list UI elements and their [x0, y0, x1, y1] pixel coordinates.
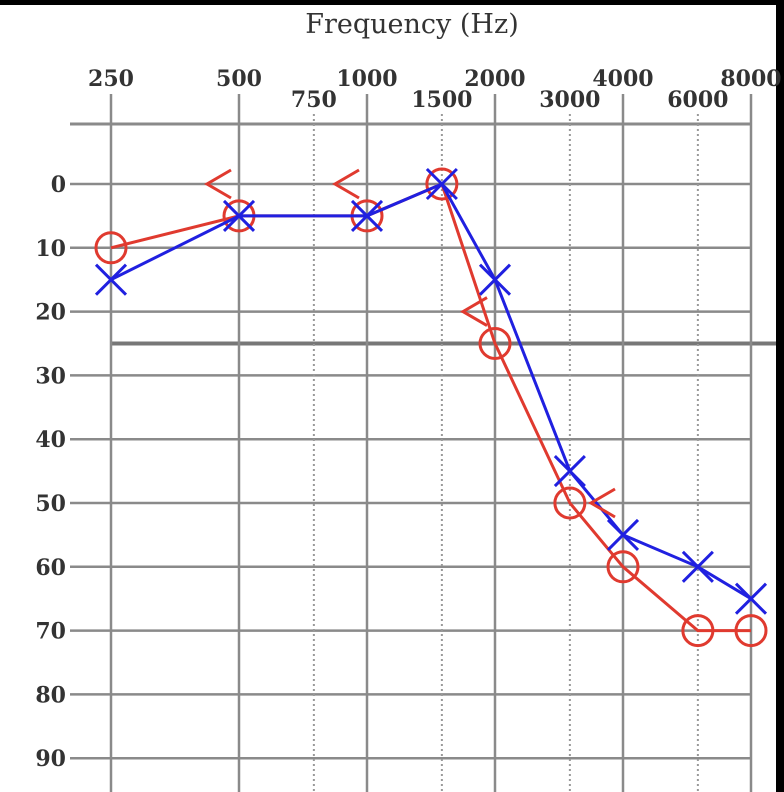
y-tick-label: 70	[35, 619, 66, 645]
data-point-circle	[425, 167, 459, 201]
x-tick-label: 2000	[464, 66, 525, 92]
y-tick-label: 0	[51, 172, 66, 198]
data-point-circle	[681, 614, 715, 648]
x-tick-label: 250	[88, 66, 134, 92]
data-point-circle	[94, 231, 128, 265]
x-tick-label: 500	[216, 66, 262, 92]
y-tick-label: 40	[35, 427, 66, 453]
data-point-bone	[332, 168, 360, 200]
x-tick-label: 3000	[539, 87, 600, 113]
data-point-x	[222, 199, 256, 232]
x-tick-label: 1000	[336, 66, 397, 92]
y-tick-label: 50	[35, 491, 66, 517]
x-tick-label: 8000	[720, 66, 781, 92]
data-point-x	[681, 550, 714, 583]
y-tick-label: 90	[35, 746, 66, 772]
y-tick-label: 20	[35, 300, 66, 326]
data-point-x	[94, 263, 128, 296]
x-tick-label: 4000	[592, 66, 653, 92]
data-point-circle	[734, 614, 768, 648]
data-point-circle	[478, 327, 512, 360]
chart-title: Frequency (Hz)	[305, 9, 518, 40]
data-point-circle	[553, 486, 587, 520]
y-tick-label: 60	[35, 555, 66, 581]
x-tick-label: 750	[291, 87, 337, 113]
x-tick-label: 1500	[411, 87, 472, 113]
data-point-x	[425, 167, 458, 201]
y-tick-label: 80	[35, 682, 66, 708]
data-point-x	[350, 199, 384, 232]
y-tick-label: 10	[35, 236, 66, 262]
data-point-bone	[460, 296, 488, 327]
data-point-bone	[204, 168, 232, 200]
x-tick-label: 6000	[667, 87, 728, 113]
data-point-x	[553, 455, 586, 488]
data-point-x	[734, 582, 768, 615]
chart-background	[0, 5, 776, 792]
y-tick-label: 30	[35, 363, 66, 389]
data-point-x	[606, 518, 640, 551]
data-point-bone	[588, 487, 616, 519]
data-point-circle	[606, 550, 640, 584]
data-point-x	[478, 263, 512, 296]
